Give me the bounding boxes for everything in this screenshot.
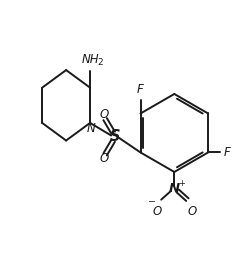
Text: O: O	[151, 205, 161, 218]
Text: O: O	[99, 108, 108, 121]
Text: NH: NH	[81, 53, 99, 66]
Text: N: N	[168, 182, 179, 195]
Text: N: N	[87, 122, 95, 135]
Text: O: O	[186, 205, 196, 218]
Text: −: −	[147, 197, 155, 205]
Text: F: F	[223, 146, 230, 159]
Text: 2: 2	[97, 58, 102, 67]
Text: O: O	[99, 152, 108, 165]
Text: F: F	[137, 83, 143, 95]
Text: +: +	[177, 179, 184, 188]
Text: S: S	[109, 129, 120, 144]
